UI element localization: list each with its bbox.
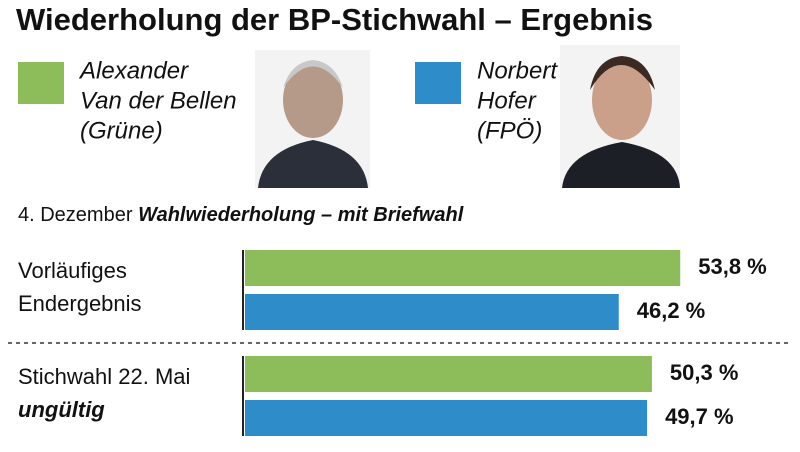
legend-swatch [415, 62, 461, 104]
legend-label: (FPÖ) [477, 117, 542, 144]
legend-label: Hofer [477, 87, 537, 114]
legend-label: (Grüne) [80, 117, 163, 144]
category-label: ungültig [18, 397, 105, 422]
legend-label: Norbert [477, 57, 558, 84]
bar [245, 400, 648, 436]
subtitle-date: 4. Dezember [18, 204, 133, 226]
chart-subtitle: 4. Dezember Wahlwiederholung – mit Brief… [18, 204, 464, 226]
photo-van-der-bellen [255, 50, 370, 188]
value-label: 50,3 % [670, 360, 739, 385]
category-label: Vorläufiges [18, 258, 127, 283]
value-label: 53,8 % [698, 254, 767, 279]
category-label: Endergebnis [18, 291, 142, 316]
category-label: Stichwahl 22. Mai [18, 364, 190, 389]
value-label: 46,2 % [637, 298, 706, 323]
chart-title: Wiederholung der BP-Stichwahl – Ergebnis [16, 2, 653, 37]
value-label: 49,7 % [665, 404, 734, 429]
legend-label: Van der Bellen [80, 87, 237, 114]
bar [245, 356, 652, 392]
legend-label: Alexander [78, 57, 189, 84]
photo-hofer [560, 45, 680, 188]
bar [245, 250, 681, 286]
subtitle-emphasis: Wahlwiederholung – mit Briefwahl [138, 204, 464, 226]
legend-swatch [18, 62, 64, 104]
bar [245, 294, 619, 330]
